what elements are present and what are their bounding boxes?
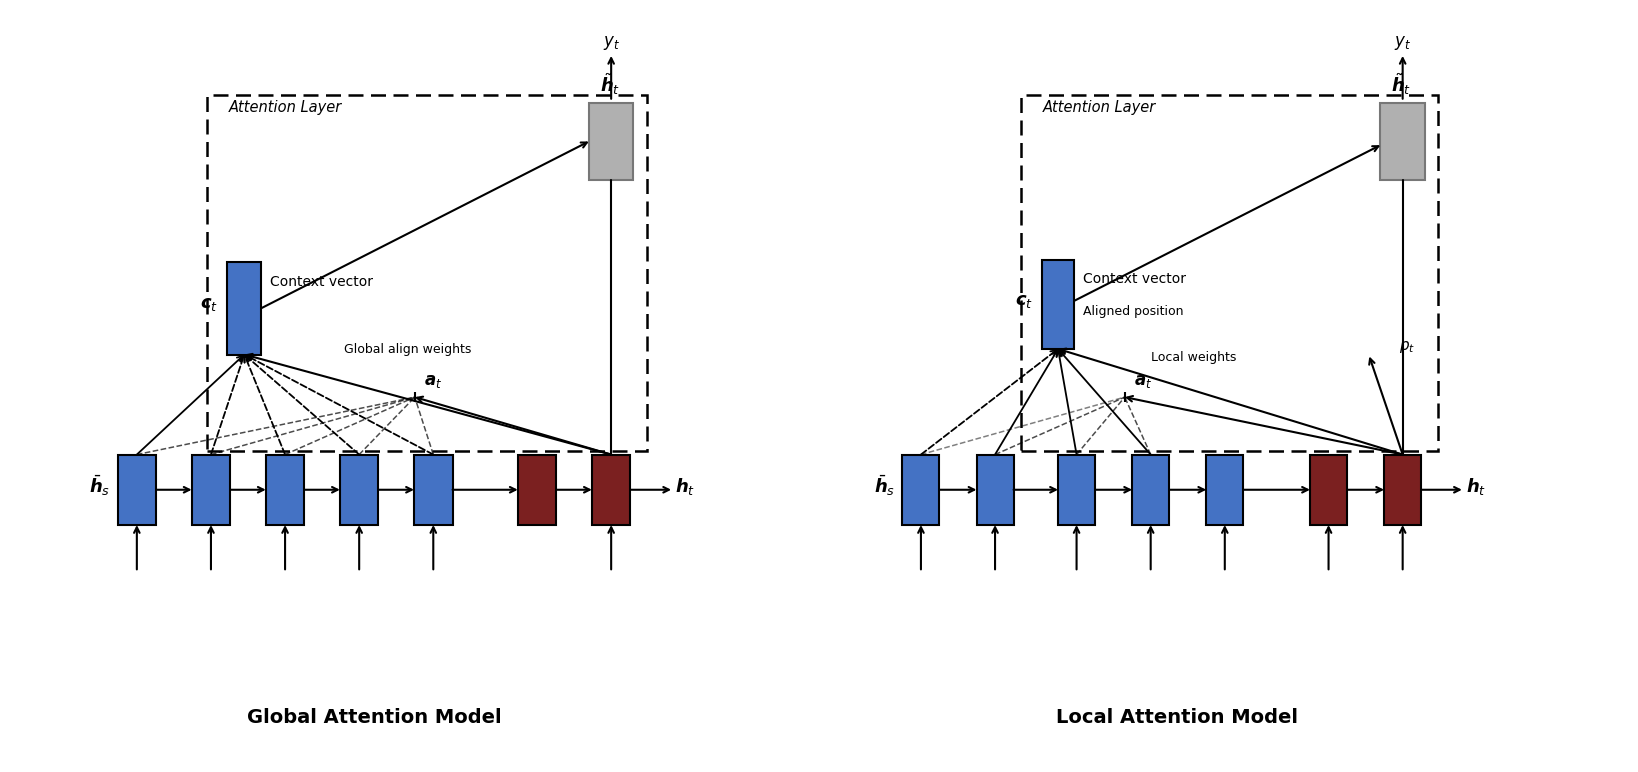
FancyBboxPatch shape <box>1381 103 1425 181</box>
Text: Attention Layer: Attention Layer <box>229 100 342 115</box>
Text: Global align weights: Global align weights <box>344 344 472 357</box>
Text: $\boldsymbol{h}_t$: $\boldsymbol{h}_t$ <box>675 476 695 496</box>
Text: $\boldsymbol{a}_t$: $\boldsymbol{a}_t$ <box>424 371 442 390</box>
FancyBboxPatch shape <box>265 455 305 525</box>
Text: $p_t$: $p_t$ <box>1399 340 1415 355</box>
Text: $y_t$: $y_t$ <box>603 34 619 52</box>
Text: $\tilde{\boldsymbol{h}}_t$: $\tilde{\boldsymbol{h}}_t$ <box>1391 71 1412 96</box>
FancyBboxPatch shape <box>192 455 231 525</box>
Text: $\boldsymbol{h}_t$: $\boldsymbol{h}_t$ <box>1466 476 1486 496</box>
FancyBboxPatch shape <box>341 455 378 525</box>
Text: $\boldsymbol{c}_t$: $\boldsymbol{c}_t$ <box>200 296 218 313</box>
Text: $y_t$: $y_t$ <box>1394 34 1412 52</box>
Text: Local weights: Local weights <box>1150 350 1237 364</box>
Text: Local Attention Model: Local Attention Model <box>1055 708 1297 727</box>
FancyBboxPatch shape <box>1042 260 1075 349</box>
FancyBboxPatch shape <box>414 455 452 525</box>
FancyBboxPatch shape <box>1132 455 1170 525</box>
Text: $\tilde{\boldsymbol{h}}_t$: $\tilde{\boldsymbol{h}}_t$ <box>600 71 619 96</box>
Text: $\boldsymbol{c}_t$: $\boldsymbol{c}_t$ <box>1014 292 1034 310</box>
Text: $\bar{\boldsymbol{h}}_s$: $\bar{\boldsymbol{h}}_s$ <box>88 474 110 499</box>
FancyBboxPatch shape <box>1310 455 1346 525</box>
Text: $\boldsymbol{a}_t$: $\boldsymbol{a}_t$ <box>1133 371 1152 390</box>
FancyBboxPatch shape <box>1206 455 1243 525</box>
FancyBboxPatch shape <box>590 103 634 181</box>
FancyBboxPatch shape <box>228 262 262 354</box>
Text: Global Attention Model: Global Attention Model <box>247 708 501 727</box>
FancyBboxPatch shape <box>518 455 557 525</box>
Text: Aligned position: Aligned position <box>1083 306 1184 318</box>
Text: Attention Layer: Attention Layer <box>1043 100 1156 115</box>
Text: Context vector: Context vector <box>270 276 373 290</box>
FancyBboxPatch shape <box>1384 455 1422 525</box>
FancyBboxPatch shape <box>1058 455 1096 525</box>
FancyBboxPatch shape <box>976 455 1014 525</box>
FancyBboxPatch shape <box>591 455 631 525</box>
FancyBboxPatch shape <box>903 455 940 525</box>
Text: Context vector: Context vector <box>1083 272 1186 286</box>
FancyBboxPatch shape <box>118 455 156 525</box>
Text: $\bar{\boldsymbol{h}}_s$: $\bar{\boldsymbol{h}}_s$ <box>873 474 894 499</box>
